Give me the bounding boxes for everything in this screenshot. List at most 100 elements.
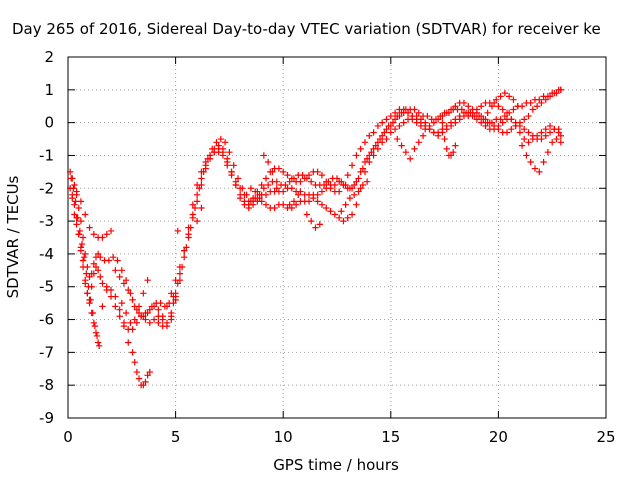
data-point — [107, 286, 115, 294]
data-point — [75, 231, 82, 238]
x-tick-label: 25 — [596, 428, 615, 446]
data-point — [99, 234, 106, 241]
data-point — [400, 106, 407, 113]
data-point — [69, 191, 76, 199]
data-point — [224, 162, 231, 169]
data-point — [557, 86, 565, 94]
data-point — [525, 112, 532, 120]
data-point — [338, 178, 345, 185]
data-point — [413, 116, 420, 123]
data-point — [249, 194, 257, 202]
data-point — [159, 316, 166, 323]
data-point — [93, 332, 101, 340]
data-point — [299, 171, 306, 179]
x-tick-label: 20 — [489, 428, 508, 446]
data-point — [307, 178, 315, 185]
data-point — [116, 273, 123, 281]
chart-title: Day 265 of 2016, Sidereal Day-to-day VTE… — [12, 20, 601, 38]
data-point — [505, 93, 513, 100]
data-point — [174, 280, 181, 287]
data-point — [215, 148, 222, 156]
data-point — [484, 109, 491, 116]
x-tick-label: 10 — [274, 428, 293, 446]
data-point — [523, 152, 530, 159]
data-point — [348, 162, 356, 169]
data-point — [477, 119, 485, 126]
data-point — [148, 303, 156, 310]
data-point — [133, 306, 141, 313]
data-point — [155, 319, 162, 327]
data-point — [406, 155, 414, 162]
data-point — [531, 165, 539, 172]
data-point — [497, 116, 504, 123]
data-point — [89, 309, 96, 317]
data-point — [75, 204, 82, 212]
data-point — [258, 181, 265, 189]
data-point — [146, 368, 153, 376]
data-point — [396, 122, 403, 130]
data-point — [125, 339, 132, 346]
data-point — [118, 267, 125, 274]
data-point — [452, 103, 459, 110]
data-point — [288, 185, 296, 192]
x-tick-label: 0 — [63, 428, 73, 446]
data-point — [125, 286, 132, 294]
data-point — [508, 116, 515, 123]
data-point — [135, 303, 143, 310]
y-tick-label: -6 — [39, 311, 54, 329]
data-point — [391, 126, 399, 133]
data-point — [424, 112, 431, 120]
data-point — [335, 188, 343, 195]
data-point — [370, 129, 377, 136]
data-point — [193, 217, 201, 225]
data-point — [90, 231, 98, 238]
data-point — [245, 198, 252, 205]
data-point — [86, 273, 93, 281]
data-point — [66, 168, 74, 176]
data-point — [112, 303, 119, 310]
data-point — [131, 359, 138, 366]
data-point — [221, 139, 229, 146]
data-point — [76, 227, 84, 235]
data-point — [327, 185, 334, 192]
data-point — [96, 342, 103, 349]
data-point — [501, 89, 509, 97]
data-point — [301, 175, 308, 182]
data-point — [318, 188, 326, 195]
data-point — [510, 96, 517, 103]
data-point — [415, 139, 422, 146]
data-point — [185, 234, 192, 241]
data-point — [137, 313, 145, 320]
data-point — [546, 122, 554, 130]
data-point — [181, 253, 188, 261]
data-point — [68, 175, 75, 182]
data-point — [495, 103, 502, 110]
data-point — [97, 273, 104, 281]
data-point — [480, 116, 487, 123]
data-point — [391, 109, 399, 116]
data-point — [538, 129, 545, 136]
data-point — [73, 221, 80, 228]
data-point — [292, 201, 300, 208]
data-point — [213, 139, 220, 146]
data-point — [348, 211, 356, 218]
data-point — [275, 165, 283, 172]
data-point — [107, 227, 115, 235]
data-point — [402, 148, 410, 156]
data-point — [378, 139, 386, 146]
data-point — [452, 142, 459, 149]
data-point — [514, 103, 521, 110]
data-point — [518, 142, 526, 149]
data-point — [135, 309, 143, 317]
data-point — [415, 109, 422, 116]
data-point — [366, 158, 373, 166]
data-point — [316, 221, 323, 228]
data-point — [202, 158, 209, 166]
data-point — [477, 103, 485, 110]
data-point — [262, 191, 270, 199]
data-point — [398, 109, 405, 116]
data-point — [146, 306, 153, 313]
data-point — [312, 224, 319, 231]
data-point — [340, 217, 347, 225]
